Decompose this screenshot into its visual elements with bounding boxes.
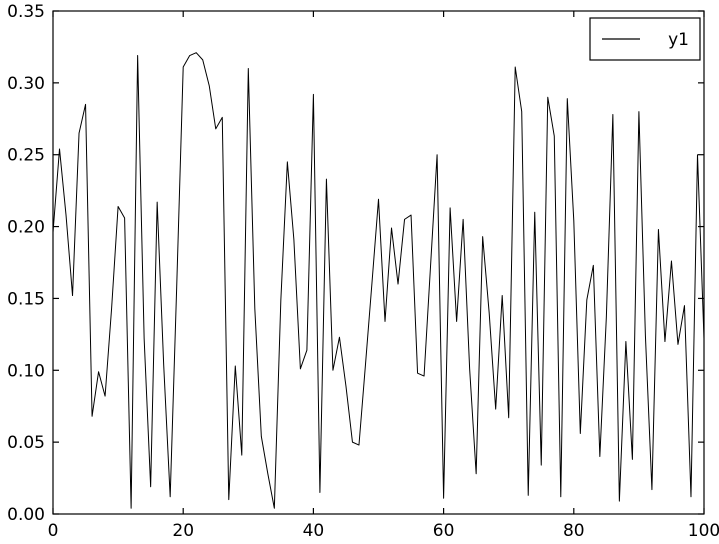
y-tick-label: 0.00	[7, 505, 45, 525]
y-tick-label: 0.20	[7, 218, 45, 238]
x-tick-label: 60	[433, 521, 455, 541]
x-axis-ticks: 0 20 40 60 80 100	[48, 11, 719, 541]
data-line-y1	[52, 52, 705, 509]
y-tick-label: 0.35	[7, 2, 45, 22]
y-tick-label: 0.15	[7, 289, 45, 309]
y-axis-ticks: 0.00 0.05 0.10 0.15 0.20 0.25 0.30 0.35	[7, 2, 704, 525]
y-tick-label: 0.05	[7, 433, 45, 453]
y-tick-label: 0.25	[7, 146, 45, 166]
y-tick-label: 0.30	[7, 74, 45, 94]
x-tick-label: 80	[563, 521, 585, 541]
x-tick-label: 0	[48, 521, 59, 541]
x-tick-label: 40	[303, 521, 325, 541]
x-tick-label: 20	[172, 521, 194, 541]
y-tick-label: 0.10	[7, 361, 45, 381]
x-tick-label: 100	[688, 521, 719, 541]
axes-background	[53, 11, 704, 514]
axes-spines	[52, 10, 705, 515]
legend[interactable]: y1	[589, 17, 701, 61]
legend-label-y1: y1	[668, 30, 689, 50]
